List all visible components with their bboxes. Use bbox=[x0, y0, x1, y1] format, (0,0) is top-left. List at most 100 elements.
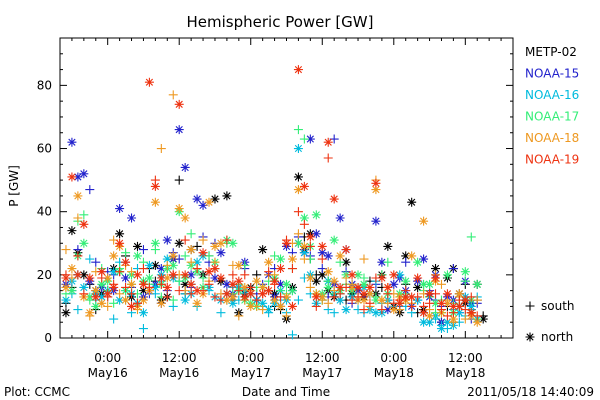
data-point-north bbox=[258, 298, 268, 308]
data-point-north bbox=[240, 292, 250, 302]
data-point-north bbox=[413, 257, 423, 267]
data-point-north bbox=[383, 282, 393, 292]
data-point-north bbox=[222, 191, 232, 201]
data-point-north bbox=[401, 251, 411, 261]
data-point-north bbox=[198, 248, 208, 258]
data-point-north bbox=[79, 282, 89, 292]
data-point-north bbox=[305, 232, 315, 242]
data-point-south bbox=[425, 298, 435, 308]
marker-legend: south north bbox=[525, 299, 575, 344]
footer-timestamp: 2011/05/18 14:40:09 bbox=[467, 385, 594, 399]
data-point-north bbox=[67, 264, 77, 274]
data-point-north bbox=[97, 267, 107, 277]
series-legend: METP-02 NOAA-15 NOAA-16 NOAA-17 NOAA-18 NOAA-… bbox=[525, 45, 579, 167]
data-point-north bbox=[61, 308, 71, 318]
data-point-north bbox=[240, 282, 250, 292]
data-point-north bbox=[419, 216, 429, 226]
data-point-north bbox=[270, 295, 280, 305]
legend-series-label: NOAA-15 bbox=[525, 67, 579, 81]
data-point-north bbox=[276, 264, 286, 274]
data-point-north bbox=[85, 292, 95, 302]
data-point-north bbox=[162, 273, 172, 283]
data-point-south bbox=[258, 305, 268, 315]
data-point-north bbox=[180, 295, 190, 305]
data-point-north bbox=[246, 289, 256, 299]
data-point-south bbox=[234, 311, 244, 321]
data-point-south bbox=[61, 245, 71, 255]
data-point-north bbox=[389, 279, 399, 289]
data-point-north bbox=[431, 298, 441, 308]
data-point-north bbox=[311, 210, 321, 220]
data-point-south bbox=[377, 305, 387, 315]
data-point-north bbox=[389, 270, 399, 280]
y-tick-label: 60 bbox=[37, 142, 52, 156]
data-point-north bbox=[210, 264, 220, 274]
data-point-south bbox=[234, 286, 244, 296]
data-point-south bbox=[73, 251, 83, 261]
data-point-north bbox=[97, 298, 107, 308]
data-point-north bbox=[103, 289, 113, 299]
data-point-north bbox=[180, 162, 190, 172]
data-point-north bbox=[359, 279, 369, 289]
data-point-north bbox=[216, 273, 226, 283]
data-point-south bbox=[138, 324, 148, 334]
data-point-north bbox=[192, 194, 202, 204]
data-point-south bbox=[109, 298, 119, 308]
data-point-north bbox=[127, 213, 137, 223]
data-point-north bbox=[97, 279, 107, 289]
data-point-north bbox=[138, 279, 148, 289]
data-point-north bbox=[127, 279, 137, 289]
data-point-south bbox=[287, 330, 297, 340]
data-point-north bbox=[425, 311, 435, 321]
data-point-north bbox=[79, 169, 89, 179]
data-point-north bbox=[121, 273, 131, 283]
data-point-south bbox=[162, 260, 172, 270]
y-tick-label: 0 bbox=[44, 331, 52, 345]
data-point-south bbox=[186, 229, 196, 239]
data-point-north bbox=[323, 137, 333, 147]
data-point-north bbox=[419, 317, 429, 327]
data-point-north bbox=[79, 219, 89, 229]
data-point-south bbox=[448, 264, 458, 274]
data-point-north bbox=[61, 282, 71, 292]
data-point-south bbox=[407, 301, 417, 311]
data-point-south bbox=[293, 207, 303, 217]
data-point-north bbox=[276, 301, 286, 311]
data-point-north bbox=[168, 270, 178, 280]
data-point-north bbox=[150, 181, 160, 191]
data-point-north bbox=[317, 248, 327, 258]
data-point-north bbox=[371, 178, 381, 188]
data-point-south bbox=[329, 308, 339, 318]
data-point-south bbox=[174, 175, 184, 185]
data-point-south bbox=[109, 314, 119, 324]
x-tick-label-date: May18 bbox=[445, 366, 485, 380]
data-point-north bbox=[204, 197, 214, 207]
data-point-north bbox=[150, 197, 160, 207]
data-point-south bbox=[79, 210, 89, 220]
data-point-north bbox=[395, 270, 405, 280]
data-point-north bbox=[335, 251, 345, 261]
data-point-north bbox=[67, 286, 77, 296]
data-point-north bbox=[389, 305, 399, 315]
data-point-north bbox=[138, 295, 148, 305]
data-point-north bbox=[144, 273, 154, 283]
data-point-north bbox=[293, 238, 303, 248]
data-point-north bbox=[234, 276, 244, 286]
data-point-north bbox=[317, 241, 327, 251]
data-point-north bbox=[371, 185, 381, 195]
data-point-south bbox=[186, 257, 196, 267]
data-point-north bbox=[115, 204, 125, 214]
data-point-north bbox=[162, 235, 172, 245]
data-point-north bbox=[341, 305, 351, 315]
data-point-north bbox=[413, 273, 423, 283]
data-point-north bbox=[264, 257, 274, 267]
data-point-north bbox=[472, 317, 482, 327]
data-point-north bbox=[299, 241, 309, 251]
data-point-north bbox=[156, 298, 166, 308]
data-point-north bbox=[317, 270, 327, 280]
data-point-south bbox=[198, 235, 208, 245]
data-point-north bbox=[282, 279, 291, 289]
data-point-north bbox=[115, 238, 125, 248]
x-tick-label-time: 12:00 bbox=[448, 351, 483, 365]
data-point-south bbox=[329, 292, 339, 302]
